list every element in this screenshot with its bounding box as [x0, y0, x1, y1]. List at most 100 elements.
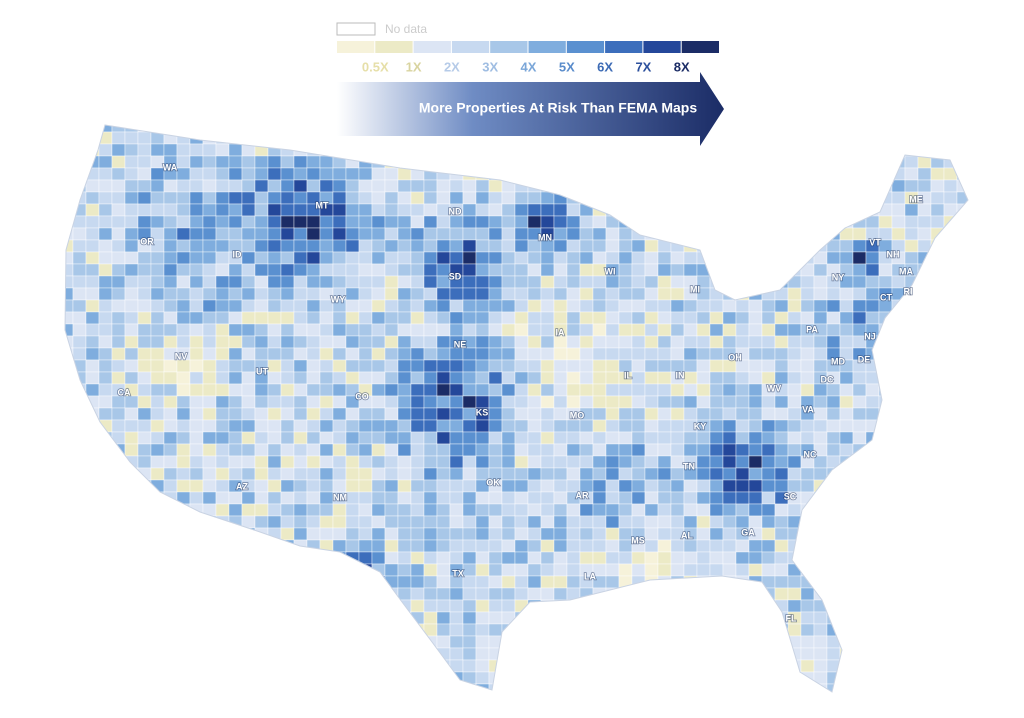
county-tile	[865, 623, 880, 637]
county-tile	[202, 587, 217, 601]
county-tile	[254, 395, 269, 409]
county-tile	[657, 455, 672, 469]
county-tile	[202, 131, 217, 145]
county-tile	[280, 551, 295, 565]
county-tile	[631, 155, 646, 169]
county-tile	[774, 143, 789, 157]
county-tile	[970, 480, 983, 492]
county-tile	[592, 275, 607, 289]
state-label: WV	[767, 383, 782, 393]
county-tile	[683, 215, 698, 229]
county-tile	[462, 383, 477, 397]
county-tile	[332, 503, 347, 517]
county-tile	[449, 431, 464, 445]
county-tile	[904, 407, 919, 421]
county-tile	[930, 323, 945, 337]
county-tile	[670, 263, 685, 277]
county-tile	[683, 647, 698, 661]
county-tile	[176, 275, 191, 289]
county-tile	[150, 635, 165, 649]
county-tile	[891, 155, 906, 169]
county-tile	[956, 635, 968, 649]
county-tile	[800, 359, 815, 373]
county-tile	[878, 443, 893, 457]
county-tile	[839, 299, 854, 313]
county-tile	[852, 683, 867, 692]
county-tile	[345, 659, 360, 673]
county-tile	[904, 431, 919, 445]
county-tile	[943, 419, 958, 433]
county-tile	[293, 635, 308, 649]
county-tile	[644, 671, 659, 685]
state-label: FL	[786, 613, 797, 623]
county-tile	[579, 515, 594, 529]
county-tile	[358, 419, 373, 433]
county-tile	[579, 611, 594, 625]
county-tile	[761, 191, 776, 205]
county-tile	[65, 167, 74, 181]
county-tile	[943, 227, 958, 241]
county-tile	[956, 671, 968, 685]
county-tile	[384, 263, 399, 277]
county-tile	[970, 300, 983, 312]
county-tile	[124, 659, 139, 673]
county-tile	[345, 515, 360, 529]
county-tile	[839, 251, 854, 265]
county-tile	[215, 575, 230, 589]
county-tile	[956, 359, 968, 373]
county-tile	[930, 371, 945, 385]
county-tile	[943, 371, 958, 385]
county-tile	[501, 599, 516, 613]
county-tile	[150, 323, 165, 337]
county-tile	[930, 659, 945, 673]
county-tile	[592, 395, 607, 409]
county-tile	[65, 179, 74, 193]
county-tile	[735, 167, 750, 181]
county-tile	[592, 455, 607, 469]
county-tile	[748, 467, 763, 481]
county-tile	[618, 203, 633, 217]
county-tile	[566, 443, 581, 457]
county-tile	[944, 696, 957, 708]
county-tile	[358, 335, 373, 349]
county-tile	[241, 227, 256, 241]
county-tile	[956, 551, 968, 565]
county-tile	[163, 623, 178, 637]
county-tile	[189, 431, 204, 445]
county-tile	[215, 503, 230, 517]
county-tile	[319, 143, 334, 157]
county-tile	[397, 515, 412, 529]
county-tile	[878, 215, 893, 229]
county-tile	[826, 131, 841, 145]
county-tile	[254, 515, 269, 529]
county-tile	[735, 419, 750, 433]
county-tile	[410, 479, 425, 493]
county-tile	[176, 491, 191, 505]
county-tile	[891, 587, 906, 601]
county-tile	[358, 431, 373, 445]
county-tile	[970, 324, 983, 336]
county-tile	[839, 587, 854, 601]
county-tile	[527, 467, 542, 481]
county-tile	[280, 131, 295, 145]
county-tile	[345, 179, 360, 193]
county-tile	[631, 443, 646, 457]
county-tile	[72, 491, 87, 505]
county-tile	[280, 167, 295, 181]
county-tile	[397, 191, 412, 205]
county-tile	[164, 696, 177, 708]
county-tile	[917, 359, 932, 373]
county-tile	[436, 515, 451, 529]
county-tile	[540, 587, 555, 601]
county-tile	[254, 671, 269, 685]
county-tile	[124, 563, 139, 577]
county-tile	[774, 683, 789, 692]
county-tile	[657, 575, 672, 589]
county-tile	[800, 155, 815, 169]
county-tile	[930, 179, 945, 193]
county-tile	[72, 383, 87, 397]
state-label: WI	[605, 266, 616, 276]
county-tile	[514, 539, 529, 553]
county-tile	[124, 671, 139, 685]
county-tile	[566, 371, 581, 385]
